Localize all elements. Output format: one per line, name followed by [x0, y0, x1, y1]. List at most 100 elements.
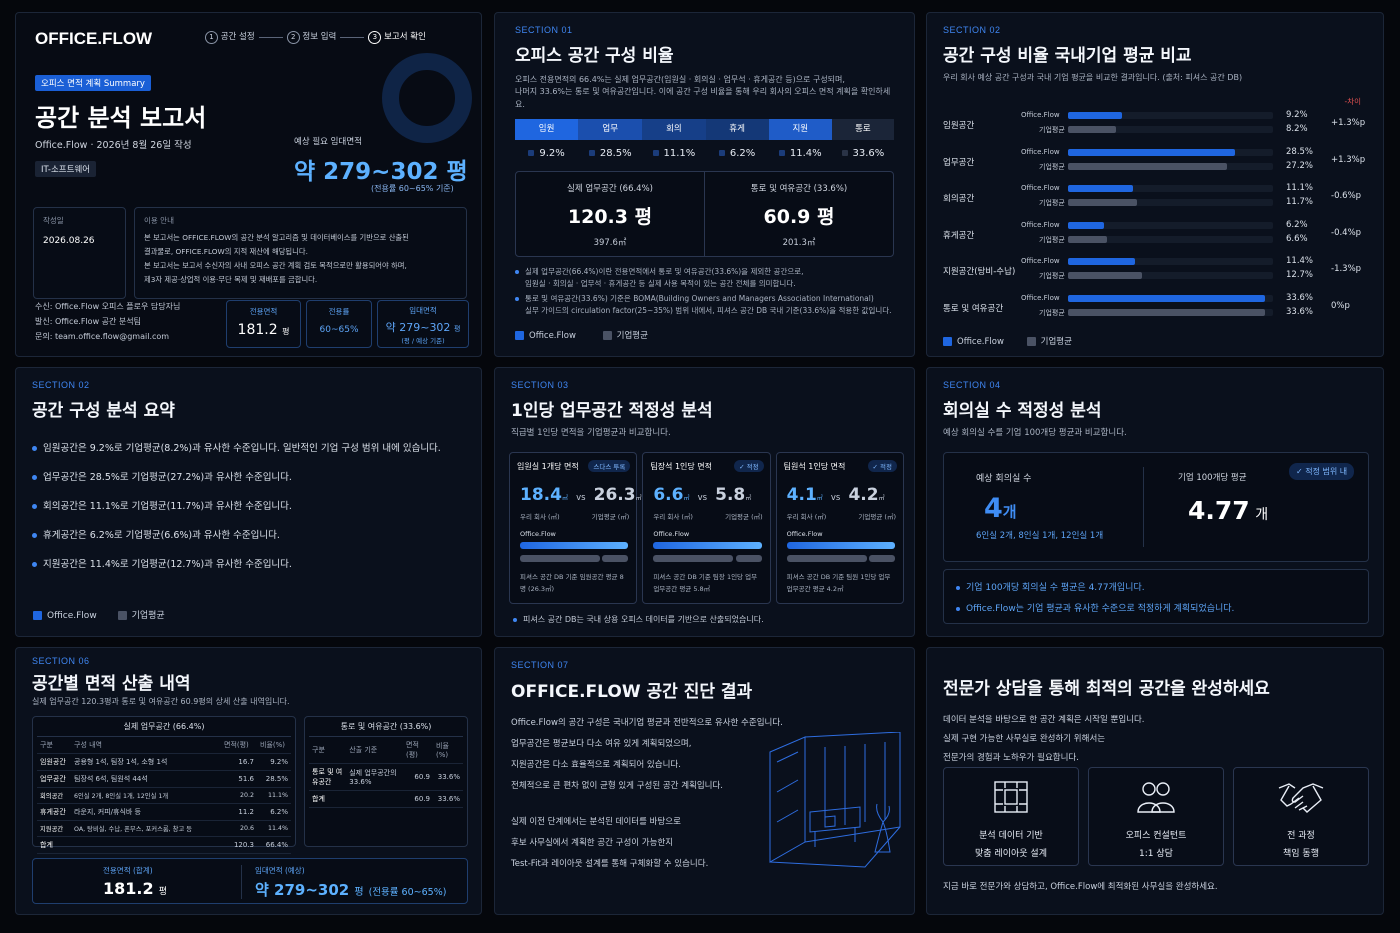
series-label: 기업평균 — [1039, 272, 1065, 281]
per-person-card: 임원실 1개당 면적 스다스 투록 18.4㎡ vs 26.3㎡ 우리 회사 (… — [509, 452, 642, 604]
tab-rest[interactable]: 휴게 — [705, 119, 769, 141]
row-label: 통로 및 여유공간 — [943, 303, 1004, 314]
value-label: 11.4% — [1286, 256, 1314, 267]
comparison-row: 임원공간 Office.Flow 기업평균 9.2% 8.2% +1.3%p — [943, 108, 1369, 145]
industry-tag: IT-소프트웨어 — [35, 161, 97, 177]
list-item: 회의공간은 11.1%로 기업평균(11.7%)과 유사한 수준입니다. — [32, 492, 465, 521]
diff-value: +1.3%p — [1331, 118, 1366, 128]
per-person-card: 팀장석 1인당 면적 ✓ 적정 6.6㎡ vs 5.8㎡ 우리 회사 (㎡) 기… — [642, 452, 771, 604]
step-2[interactable]: 2 정보 입력 — [286, 30, 336, 44]
bar-average — [602, 555, 629, 562]
diff-value: 0%p — [1331, 300, 1350, 311]
diff-value: -0.4%p — [1331, 227, 1362, 238]
row-label: 회의공간 — [943, 194, 975, 205]
notes: 실제 업무공간(66.4%)이란 전용면적에서 통로 및 여유공간(33.6%)… — [515, 266, 894, 317]
series-label: 기업평균 — [1039, 308, 1065, 317]
office-room-illustration — [769, 732, 901, 868]
value-label: 6.6% — [1286, 233, 1308, 244]
comparison-chart: 임원공간 Office.Flow 기업평균 9.2% 8.2% +1.3%p 업무… — [943, 108, 1369, 328]
bar-officeflow — [1068, 185, 1133, 193]
bar-average — [1068, 308, 1265, 316]
track — [1068, 126, 1273, 133]
table-row: 임원공간 공용형 1석, 팀장 1석, 소형 1석 16.7 9.2% — [37, 753, 291, 771]
table-row: 지원공간 OA, 탕비실, 수납, 폰부스, 포커스룸, 창고 등 20.6 11.4… — [37, 820, 291, 837]
meeting-notes: 기업 100개당 회의실 수 평균은 4.77개입니다. Office.Flow… — [943, 569, 1369, 624]
value-label: 11.1% — [1286, 183, 1314, 194]
step-3[interactable]: 3 보고서 확인 — [368, 30, 426, 44]
series-label: Office.Flow — [1021, 257, 1060, 266]
track — [1068, 185, 1273, 193]
date-box: 작성일 2026.08.26 — [33, 207, 126, 299]
list-item: 임원공간은 9.2%로 기업평균(8.2%)과 유사한 수준입니다. 일반적인 … — [32, 434, 465, 463]
kpi-exclusive-ratio: 전용률 60~65% — [306, 300, 372, 348]
bar-average — [1068, 126, 1116, 133]
table-row: 업무공간 팀장석 6석, 팀원석 44석 51.6 28.5% — [37, 770, 291, 788]
bar-average — [786, 555, 867, 562]
bar-officeflow — [786, 542, 895, 549]
layout-icon — [992, 780, 1030, 818]
page-title: 공간 분석 보고서 — [35, 104, 207, 132]
service-card[interactable]: 전 과정 책임 동행 — [1233, 767, 1369, 866]
diagnosis-panel: SECTION 07 OFFICE.FLOW 공간 진단 결과 Office.F… — [494, 647, 915, 915]
summary-badge: 오피스 면적 계획 Summary — [35, 75, 151, 91]
table-row: 합계 60.9 33.6% — [309, 790, 463, 808]
row-label: 지원공간(탕비-수납) — [943, 267, 1016, 278]
diff-value: -0.6%p — [1331, 191, 1362, 202]
series-label: Office.Flow — [1021, 147, 1060, 156]
legend: Office.Flow 기업평균 — [515, 329, 894, 341]
tab-meeting[interactable]: 회의 — [642, 119, 706, 141]
track — [1068, 199, 1273, 207]
service-card[interactable]: 오피스 컨설턴트 1:1 상담 — [1088, 767, 1224, 866]
value-label: 33.6% — [1286, 306, 1314, 317]
area-split-box: 실제 업무공간 (66.4%) 120.3 평 397.6㎡ 통로 및 여유공간… — [515, 171, 894, 258]
bar-officeflow — [520, 542, 629, 549]
meeting-compare-box: 예상 회의실 수 4개 6인실 2개, 8인실 1개, 12인실 1개 기업 1… — [943, 452, 1369, 562]
bar-average — [1068, 272, 1143, 280]
list-item: 지원공간은 11.4%로 기업평균(12.7%)과 유사한 수준입니다. — [32, 550, 465, 579]
status-badge: ✓ 적정 범위 내 — [1289, 463, 1355, 480]
list-item: 휴게공간은 6.2%로 기업평균(6.6%)과 유사한 수준입니다. — [32, 521, 465, 550]
bar-average — [1068, 162, 1228, 170]
service-card[interactable]: 분석 데이터 기반 맞춤 레이아웃 설계 — [943, 767, 1079, 866]
step-1[interactable]: 1 공간 설정 — [205, 30, 255, 44]
space-ratio-panel: SECTION 01 오피스 공간 구성 비율 오피스 전용면적의 66.4%는… — [494, 12, 915, 357]
tab-circulation[interactable]: 통로 — [831, 119, 895, 141]
status-badge: ✓ 적정 — [734, 460, 764, 472]
bar-average — [520, 555, 600, 562]
db-footnote: 피셔스 공간 DB는 국내 상용 오피스 데이터를 기반으로 산출되었습니다. — [513, 614, 764, 625]
track — [1068, 258, 1273, 266]
circulation-table: 통로 및 여유공간 (33.6%) 구분 산출 기준 면적(평) 비율(%) 통로 및 … — [304, 716, 468, 847]
summary-list: 임원공간은 9.2%로 기업평균(8.2%)과 유사한 수준입니다. 일반적인 … — [32, 434, 465, 579]
contact-email[interactable]: 문의: team.office.flow@gmail.com — [35, 332, 170, 341]
ratio-values: 9.2% 28.5% 11.1% 6.2% 11.4% 33.6% — [515, 148, 894, 159]
comparison-panel: SECTION 02 공간 구성 비율 국내기업 평균 비교 우리 회사 예상 … — [926, 12, 1384, 357]
legend: Office.Flow 기업평균 — [33, 608, 165, 621]
work-area-table: 실제 업무공간 (66.4%) 구분 구성 내역 면적(평) 비율(%) 임원공간 공용형… — [32, 716, 296, 854]
list-item: 업무공간은 28.5%로 기업평균(27.2%)과 유사한 수준입니다. — [32, 463, 465, 492]
stepper: 1 공간 설정 2 정보 입력 3 보고서 확인 — [205, 30, 426, 44]
bar-officeflow — [653, 542, 762, 549]
bar-officeflow — [1068, 258, 1135, 266]
usage-guide-box: 이용 안내 본 보고서는 OFFICE.FLOW의 공간 분석 알고리즘 및 데… — [134, 207, 467, 299]
series-label: 기업평균 — [1039, 162, 1065, 171]
track — [1068, 272, 1273, 280]
row-label: 임원공간 — [943, 121, 975, 131]
table-row: 휴게공간 라운지, 커피/휴식바 등 11.2 6.2% — [37, 803, 291, 821]
tab-work[interactable]: 업무 — [578, 119, 643, 141]
series-label: 기업평균 — [1039, 199, 1065, 208]
tab-executive[interactable]: 임원 — [515, 119, 579, 141]
report-date: 2026.08.26 — [43, 236, 95, 246]
meeting-room-panel: SECTION 04 회의실 수 적정성 분석 예상 회의실 수를 기업 100… — [926, 367, 1384, 637]
consultant-icon — [1134, 780, 1178, 818]
handshake-icon — [1277, 780, 1325, 818]
estimate-label: 예상 필요 임대면적 — [294, 137, 362, 147]
page-subtitle: Office.Flow · 2026년 8월 26일 작성 — [35, 140, 192, 151]
bar-average — [653, 555, 734, 562]
value-label: 12.7% — [1286, 270, 1314, 281]
series-label: 기업평균 — [1039, 126, 1065, 134]
service-cards: 분석 데이터 기반 맞춤 레이아웃 설계 오피스 컨설턴트 1:1 상담 전 과… — [943, 767, 1369, 866]
legend: Office.Flow 기업평균 — [943, 335, 1072, 347]
series-label: Office.Flow — [1021, 184, 1060, 193]
comparison-row: 업무공간 Office.Flow 기업평균 28.5% 27.2% +1.3%p — [943, 145, 1369, 182]
tab-support[interactable]: 지원 — [768, 119, 832, 141]
